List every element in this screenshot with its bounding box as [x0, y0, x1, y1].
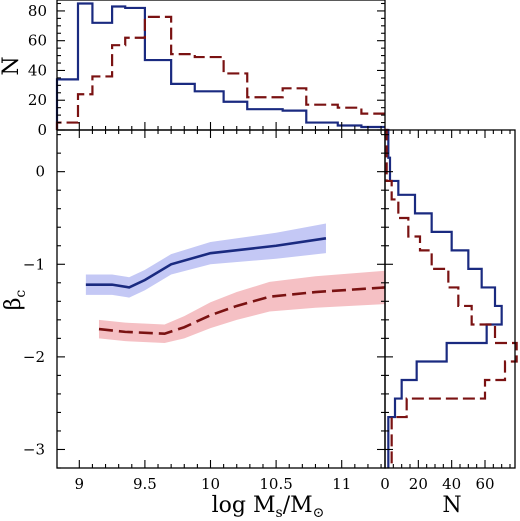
histogram-solid	[385, 128, 503, 468]
right-frame	[384, 129, 516, 469]
y-tick-label: −2	[23, 348, 45, 366]
y-tick-label: 0	[37, 121, 47, 139]
x-tick-label: 20	[409, 475, 428, 493]
band-dashed	[98, 270, 385, 343]
main-y-axis-label: βc	[1, 290, 29, 311]
y-tick-label: 40	[28, 61, 47, 79]
x-tick-label: 10.5	[259, 475, 292, 493]
x-tick-label: 0	[380, 475, 390, 493]
y-tick-label: 80	[28, 2, 47, 20]
top-frame	[56, 0, 386, 131]
y-tick-label: 0	[35, 163, 45, 181]
y-tick-label: 60	[28, 32, 47, 50]
y-tick-label: −3	[23, 440, 45, 458]
x-tick-label: 60	[475, 475, 494, 493]
series-line-dashed	[98, 286, 386, 336]
histogram-dashed	[55, 15, 385, 130]
top-histogram: 0 20 40 60 80	[28, 0, 386, 139]
series-line-solid	[85, 237, 327, 289]
main-plot: 9 9.5 10 10.5 11 0 −1 −2 −3	[23, 129, 386, 493]
right-x-axis-label: N	[442, 493, 461, 518]
x-tick-label: 40	[442, 475, 461, 493]
x-tick-label: 9.5	[133, 475, 157, 493]
histogram-solid	[55, 2, 385, 130]
y-tick-label: −1	[23, 255, 45, 273]
x-tick-label: 11	[332, 475, 351, 493]
histogram-dashed	[385, 128, 518, 468]
right-histogram: 0 20 40 60	[380, 128, 518, 493]
x-tick-label: 10	[201, 475, 220, 493]
main-x-axis-label: log Ms/M⊙	[212, 493, 325, 521]
top-y-axis-label: N	[0, 56, 24, 75]
x-tick-label: 9	[75, 475, 85, 493]
y-tick-label: 20	[28, 91, 47, 109]
